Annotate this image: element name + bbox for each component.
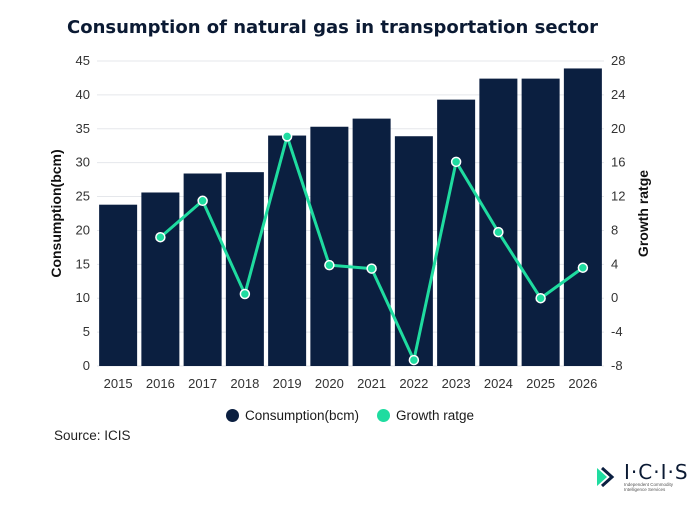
x-tick-label: 2025 bbox=[526, 376, 555, 391]
bar-2022 bbox=[394, 136, 433, 366]
x-tick-label: 2022 bbox=[399, 376, 428, 391]
icis-logo: I·C·I·S Independent Commodity Intelligen… bbox=[594, 462, 689, 492]
bar-2019 bbox=[268, 135, 307, 366]
source-note: Source: ICIS bbox=[54, 428, 131, 443]
growth-point-2024 bbox=[493, 226, 504, 238]
bar-2024 bbox=[479, 78, 518, 366]
bar-2018 bbox=[225, 172, 264, 366]
legend-label-growth: Growth ratge bbox=[396, 408, 475, 423]
x-tick-label: 2015 bbox=[104, 376, 133, 391]
logo-tagline-2: Intelligence Services bbox=[624, 487, 666, 492]
y-tick-label: 40 bbox=[76, 87, 90, 102]
legend-label-consumption: Consumption(bcm) bbox=[244, 408, 359, 423]
growth-point-2021 bbox=[366, 263, 377, 274]
logo-tagline-1: Independent Commodity bbox=[624, 482, 674, 487]
icis-logo-icon bbox=[597, 466, 615, 488]
x-tick-label: 2026 bbox=[568, 376, 597, 391]
x-tick-label: 2021 bbox=[357, 376, 386, 391]
chart-title: Consumption of natural gas in transporta… bbox=[67, 17, 599, 38]
growth-point-2023 bbox=[450, 156, 462, 168]
legend-swatch-growth bbox=[377, 409, 390, 422]
y-tick-label: 35 bbox=[76, 121, 90, 136]
y2-tick-label: 28 bbox=[611, 53, 625, 68]
y-tick-label: 15 bbox=[76, 256, 90, 271]
y-tick-label: 5 bbox=[83, 324, 90, 339]
growth-point-2016 bbox=[155, 231, 166, 243]
bar-2015 bbox=[99, 204, 138, 366]
logo-word: I·C·I·S bbox=[624, 460, 689, 484]
growth-point-2026 bbox=[577, 262, 589, 273]
y-tick-label: 30 bbox=[76, 155, 90, 170]
growth-point-2025 bbox=[535, 292, 546, 304]
legend-swatch-consumption bbox=[225, 409, 239, 422]
y2-tick-label: -4 bbox=[611, 324, 623, 339]
growth-point-2017 bbox=[197, 195, 208, 207]
legend-item-consumption[interactable]: Consumption(bcm) bbox=[225, 408, 359, 423]
y-axis-title: Consumption(bcm) bbox=[48, 149, 64, 277]
growth-point-2019 bbox=[281, 131, 293, 142]
growth-point-2018 bbox=[239, 288, 251, 300]
y2-tick-label: 24 bbox=[611, 87, 625, 102]
y2-tick-label: 8 bbox=[611, 222, 618, 237]
y2-tick-label: 0 bbox=[611, 290, 618, 305]
bar-2016 bbox=[141, 192, 180, 366]
growth-point-2020 bbox=[324, 259, 335, 271]
y2-tick-label: 16 bbox=[611, 155, 625, 170]
y-tick-label: 45 bbox=[76, 53, 90, 68]
y2-axis-title: Growth ratge bbox=[635, 170, 651, 257]
bar-2021 bbox=[352, 118, 391, 366]
y2-tick-label: 4 bbox=[611, 256, 618, 271]
bar-2025 bbox=[521, 78, 560, 366]
y2-tick-label: 20 bbox=[611, 121, 625, 136]
x-tick-label: 2024 bbox=[484, 376, 513, 391]
y-tick-label: 25 bbox=[76, 189, 90, 204]
y2-tick-label: -8 bbox=[611, 358, 623, 373]
y-tick-label: 0 bbox=[83, 358, 90, 373]
chart-legend: Consumption(bcm) Growth ratge bbox=[0, 408, 700, 423]
bar-2023 bbox=[437, 99, 476, 366]
chart-canvas: 051015202530354045-8-40481216202428Consu… bbox=[48, 53, 651, 391]
x-tick-label: 2017 bbox=[188, 376, 217, 391]
y-tick-label: 10 bbox=[76, 290, 90, 305]
growth-point-2022 bbox=[408, 354, 420, 366]
x-tick-label: 2016 bbox=[146, 376, 175, 391]
bar-2026 bbox=[563, 68, 602, 366]
y2-tick-label: 12 bbox=[611, 189, 625, 204]
x-tick-label: 2018 bbox=[230, 376, 259, 391]
bar-2020 bbox=[310, 126, 349, 366]
x-tick-label: 2020 bbox=[315, 376, 344, 391]
x-tick-label: 2023 bbox=[442, 376, 471, 391]
x-tick-label: 2019 bbox=[273, 376, 302, 391]
y-tick-label: 20 bbox=[76, 222, 90, 237]
legend-item-growth[interactable]: Growth ratge bbox=[377, 408, 474, 423]
